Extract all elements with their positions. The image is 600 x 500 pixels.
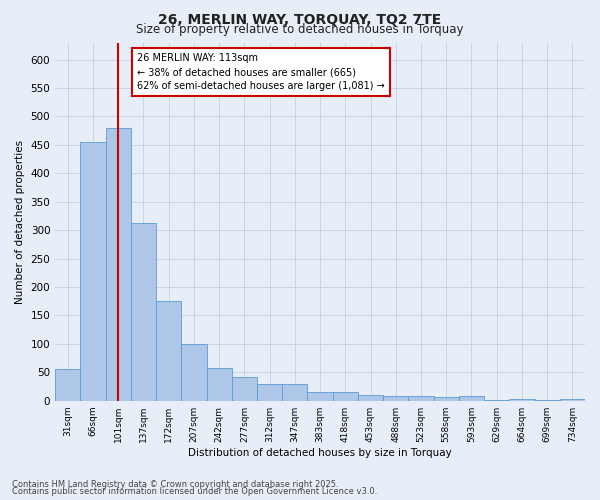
Text: Contains public sector information licensed under the Open Government Licence v3: Contains public sector information licen… xyxy=(12,487,377,496)
Bar xyxy=(383,396,409,400)
Bar xyxy=(206,368,232,400)
Bar xyxy=(332,392,358,400)
Bar xyxy=(80,142,106,401)
Text: 26, MERLIN WAY, TORQUAY, TQ2 7TE: 26, MERLIN WAY, TORQUAY, TQ2 7TE xyxy=(158,12,442,26)
Bar xyxy=(409,396,434,400)
Y-axis label: Number of detached properties: Number of detached properties xyxy=(15,140,25,304)
Bar xyxy=(560,399,585,400)
Bar xyxy=(358,395,383,400)
Text: 26 MERLIN WAY: 113sqm
← 38% of detached houses are smaller (665)
62% of semi-det: 26 MERLIN WAY: 113sqm ← 38% of detached … xyxy=(137,53,385,91)
Bar xyxy=(434,398,459,400)
Bar xyxy=(181,344,206,401)
Bar xyxy=(156,301,181,400)
Bar xyxy=(459,396,484,400)
Text: Size of property relative to detached houses in Torquay: Size of property relative to detached ho… xyxy=(136,24,464,36)
Bar xyxy=(257,384,282,400)
Bar xyxy=(232,377,257,400)
Bar xyxy=(307,392,332,400)
Bar xyxy=(131,224,156,400)
Text: Contains HM Land Registry data © Crown copyright and database right 2025.: Contains HM Land Registry data © Crown c… xyxy=(12,480,338,489)
Bar xyxy=(509,399,535,400)
Bar xyxy=(55,370,80,400)
X-axis label: Distribution of detached houses by size in Torquay: Distribution of detached houses by size … xyxy=(188,448,452,458)
Bar xyxy=(106,128,131,400)
Bar xyxy=(282,384,307,400)
